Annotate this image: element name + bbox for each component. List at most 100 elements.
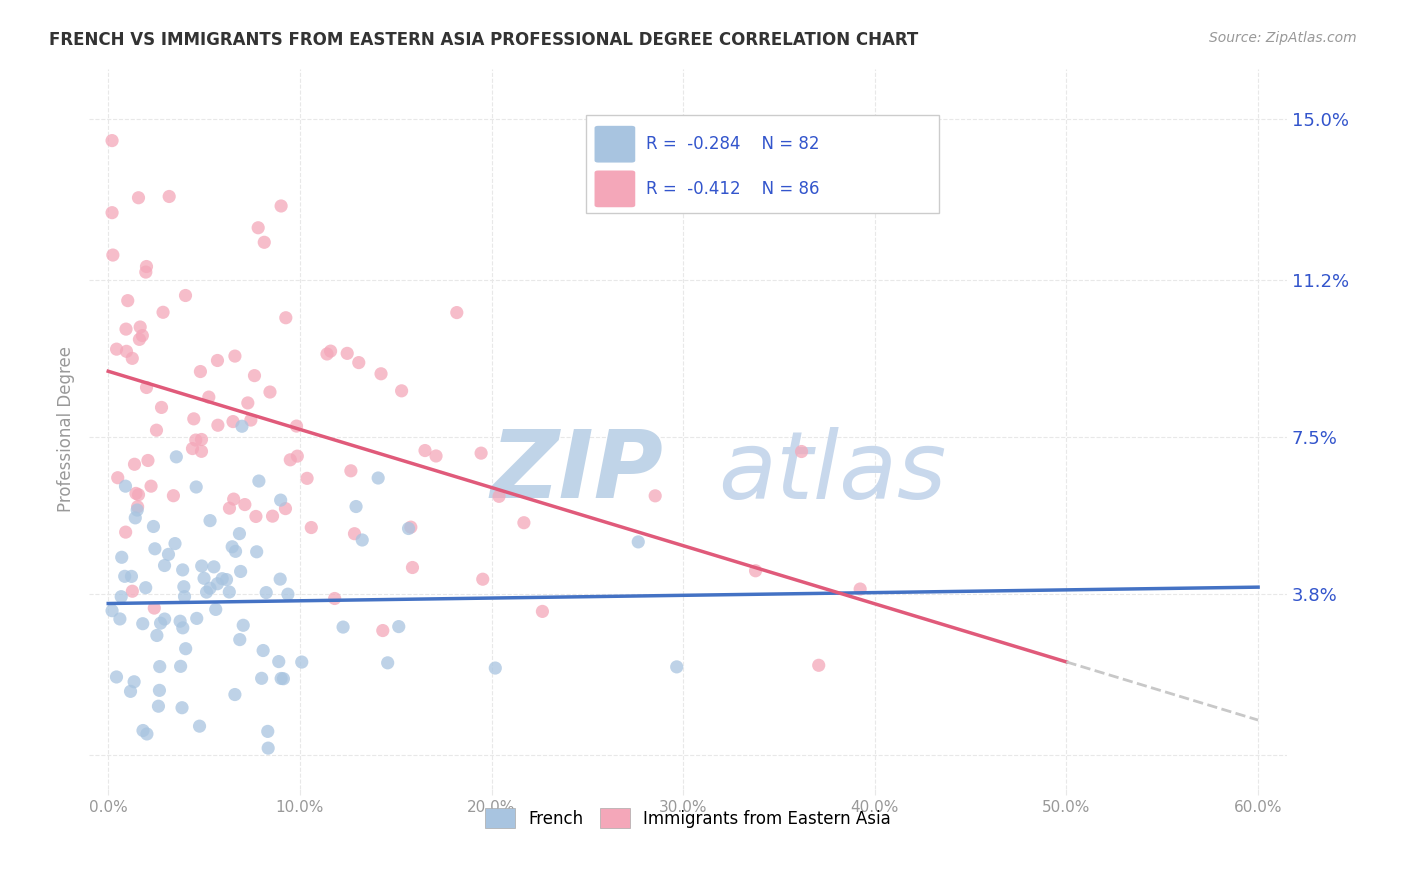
Point: [222, 415, 245, 429]
Point: [413, 443, 436, 458]
Point: [170, 700, 193, 714]
Point: [246, 545, 269, 559]
Point: [215, 573, 238, 587]
Point: [488, 489, 510, 503]
Point: [247, 220, 270, 235]
Point: [344, 500, 367, 514]
Point: [367, 471, 389, 485]
FancyBboxPatch shape: [586, 115, 939, 212]
Point: [101, 248, 124, 262]
Text: R =  -0.412    N = 86: R = -0.412 N = 86: [645, 180, 820, 198]
Point: [470, 446, 492, 460]
Point: [267, 655, 290, 669]
Point: [115, 344, 138, 359]
Point: [153, 612, 176, 626]
Point: [120, 569, 142, 583]
Point: [224, 688, 246, 702]
Point: [174, 641, 197, 656]
Point: [531, 604, 554, 618]
Point: [193, 571, 215, 585]
Point: [370, 367, 392, 381]
Point: [278, 452, 301, 467]
Point: [195, 585, 218, 599]
Point: [190, 559, 212, 574]
Point: [273, 672, 295, 686]
Point: [135, 581, 157, 595]
Point: [471, 572, 494, 586]
Point: [162, 489, 184, 503]
Point: [101, 604, 124, 618]
Point: [148, 699, 170, 714]
Point: [250, 671, 273, 685]
Point: [849, 582, 872, 596]
Point: [644, 489, 666, 503]
Point: [145, 423, 167, 437]
Point: [190, 365, 212, 379]
Point: [150, 401, 173, 415]
Point: [198, 390, 221, 404]
Point: [377, 656, 399, 670]
Point: [173, 580, 195, 594]
Point: [115, 322, 138, 336]
Point: [259, 385, 281, 400]
Point: [239, 413, 262, 427]
Point: [229, 632, 252, 647]
Point: [174, 288, 197, 302]
Point: [128, 488, 150, 502]
Point: [224, 349, 246, 363]
Point: [245, 509, 267, 524]
Point: [262, 509, 284, 524]
Point: [157, 189, 180, 203]
Point: [484, 661, 506, 675]
Point: [146, 628, 169, 642]
Point: [285, 419, 308, 434]
Point: [143, 541, 166, 556]
Point: [127, 500, 149, 514]
Point: [274, 310, 297, 325]
Point: [221, 540, 243, 554]
Point: [173, 590, 195, 604]
Point: [257, 741, 280, 756]
Point: [148, 683, 170, 698]
FancyBboxPatch shape: [595, 126, 636, 162]
Point: [347, 355, 370, 369]
Point: [207, 353, 229, 368]
Text: Source: ZipAtlas.com: Source: ZipAtlas.com: [1209, 31, 1357, 45]
Point: [125, 486, 148, 500]
Point: [114, 569, 136, 583]
Point: [247, 474, 270, 488]
Point: [188, 719, 211, 733]
Point: [181, 442, 204, 456]
Point: [129, 320, 152, 334]
Point: [285, 449, 308, 463]
Point: [111, 550, 134, 565]
Point: [139, 479, 162, 493]
Point: [152, 305, 174, 319]
Text: ZIP: ZIP: [491, 426, 664, 518]
Text: FRENCH VS IMMIGRANTS FROM EASTERN ASIA PROFESSIONAL DEGREE CORRELATION CHART: FRENCH VS IMMIGRANTS FROM EASTERN ASIA P…: [49, 31, 918, 49]
Point: [218, 585, 240, 599]
Point: [231, 419, 253, 434]
Point: [153, 558, 176, 573]
Point: [202, 559, 225, 574]
Point: [204, 602, 226, 616]
Point: [122, 674, 145, 689]
Point: [665, 660, 688, 674]
Point: [131, 328, 153, 343]
Point: [744, 564, 766, 578]
Point: [132, 616, 155, 631]
Point: [169, 614, 191, 628]
Point: [186, 611, 208, 625]
Point: [388, 619, 411, 633]
Point: [270, 493, 292, 508]
Point: [319, 344, 342, 359]
Point: [277, 587, 299, 601]
Point: [790, 444, 813, 458]
Point: [143, 601, 166, 615]
Point: [225, 544, 247, 558]
Point: [222, 492, 245, 507]
FancyBboxPatch shape: [595, 170, 636, 207]
Point: [218, 501, 240, 516]
Point: [446, 305, 468, 319]
Point: [299, 520, 322, 534]
